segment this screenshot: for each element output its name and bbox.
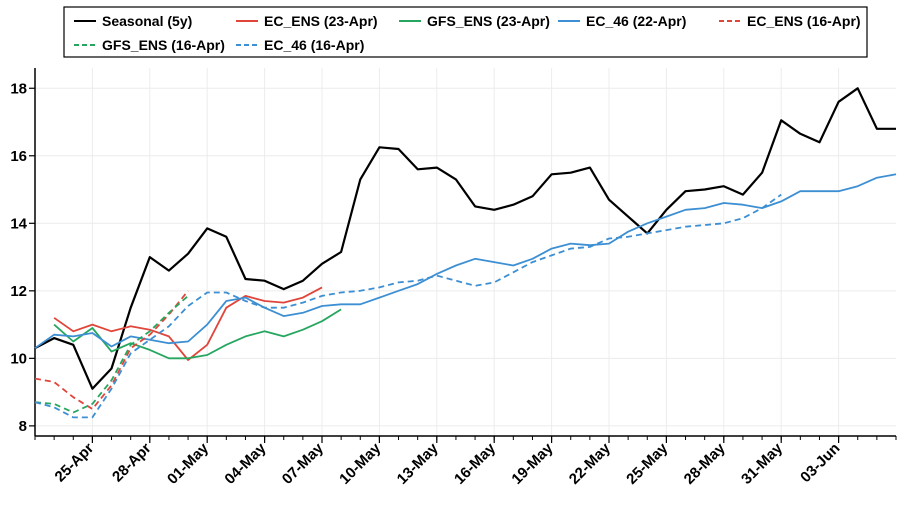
legend-box bbox=[63, 6, 868, 58]
y-axis-ticks: 8 10 12 14 16 18 bbox=[10, 80, 35, 435]
legend-label: Seasonal (5y) bbox=[102, 13, 192, 29]
series-line-ec-46-16-apr bbox=[34, 193, 782, 419]
y-tick-label: 10 bbox=[10, 350, 27, 367]
series-line-gfs-ens-16-apr bbox=[34, 295, 189, 414]
series-line-ec-ens-23-apr bbox=[53, 286, 323, 361]
series-line-ec-46-22-apr bbox=[34, 173, 897, 349]
y-tick-label: 16 bbox=[10, 148, 27, 165]
series-line-ec-ens-16-apr bbox=[34, 290, 189, 410]
y-tick-label: 18 bbox=[10, 80, 27, 97]
y-tick-label: 8 bbox=[19, 418, 27, 435]
legend-label: EC_46 (22-Apr) bbox=[586, 13, 686, 29]
axes bbox=[34, 68, 896, 437]
series-lines bbox=[34, 87, 897, 419]
y-tick-label: 12 bbox=[10, 283, 27, 300]
legend: Seasonal (5y) EC_ENS (23-Apr) GFS_ENS (23-… bbox=[63, 6, 868, 58]
series-line-seasonal-5y bbox=[34, 87, 896, 390]
legend-label: EC_ENS (16-Apr) bbox=[747, 13, 861, 29]
legend-label: EC_ENS (23-Apr) bbox=[264, 13, 378, 29]
y-tick-label: 14 bbox=[10, 215, 27, 232]
legend-label: GFS_ENS (23-Apr) bbox=[427, 13, 550, 29]
gridlines bbox=[35, 68, 896, 436]
legend-label: EC_46 (16-Apr) bbox=[264, 37, 364, 53]
legend-label: GFS_ENS (16-Apr) bbox=[102, 37, 225, 53]
